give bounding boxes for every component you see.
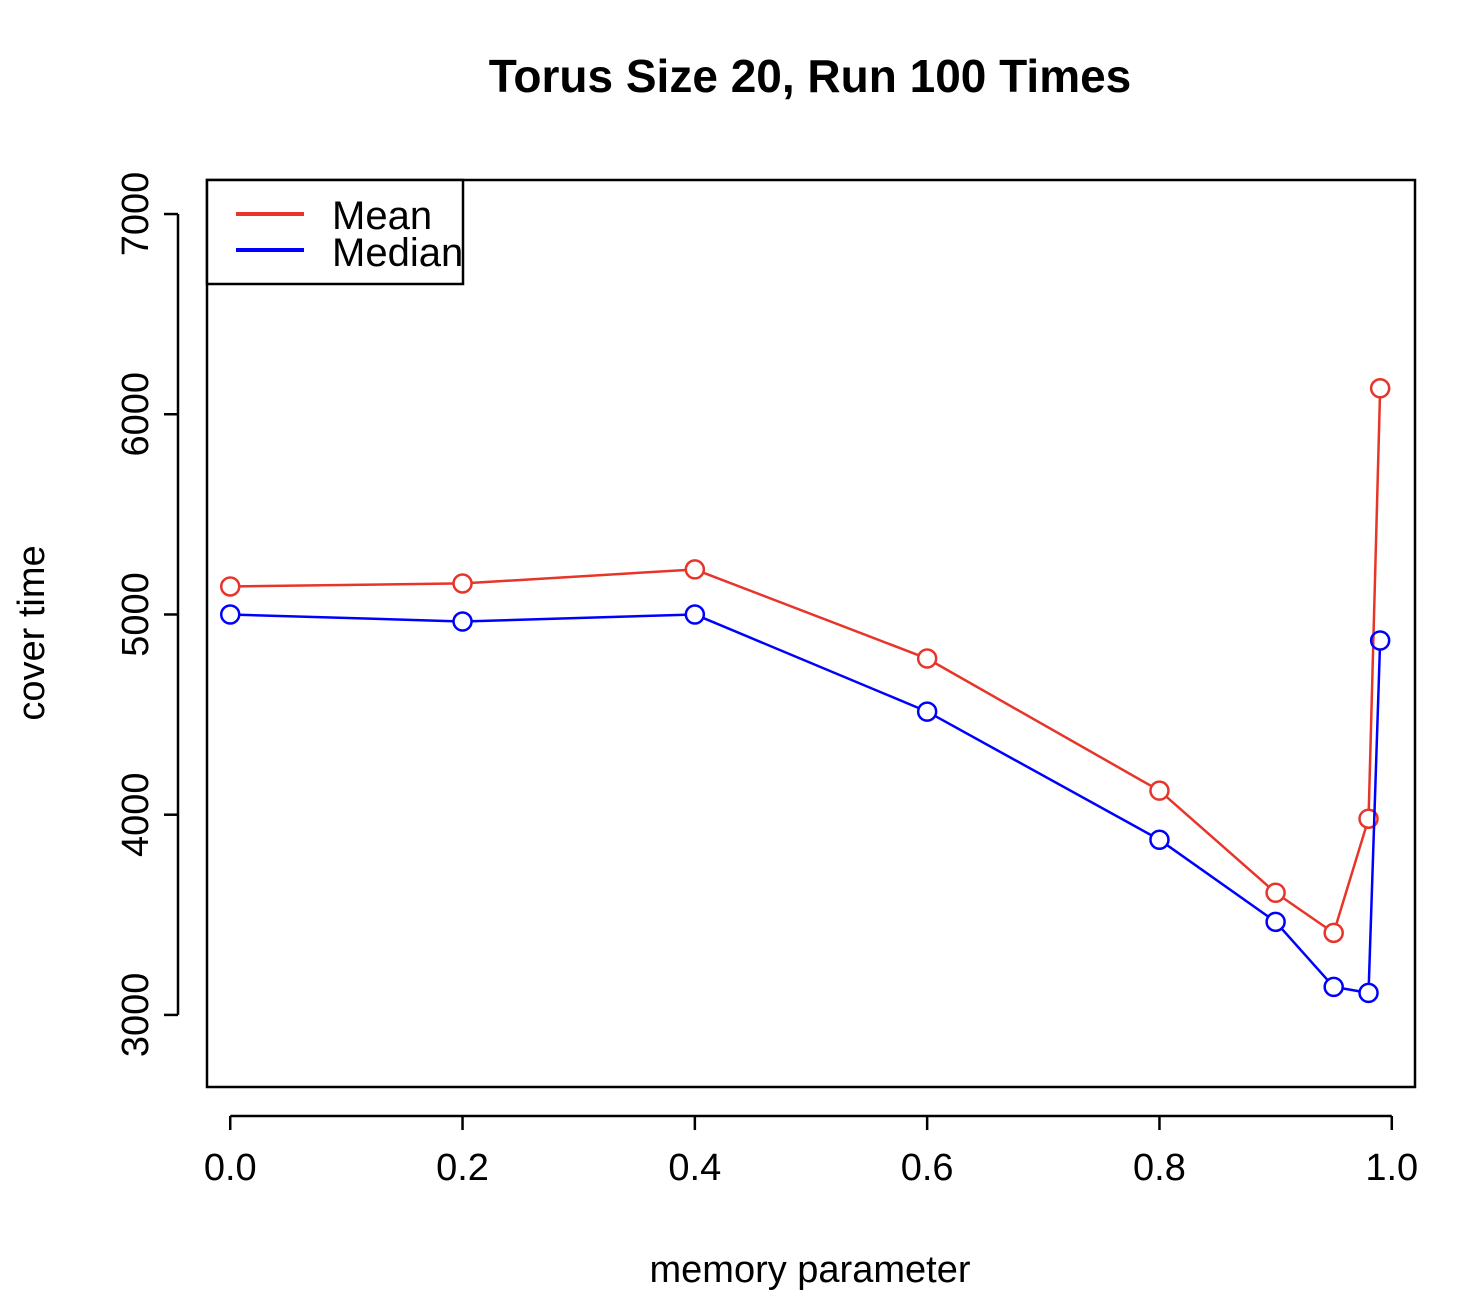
- data-point-median: [916, 701, 938, 722]
- y-tick-label: 6000: [115, 372, 157, 457]
- y-tick-label: 4000: [115, 772, 157, 857]
- data-point-median: [684, 604, 706, 625]
- data-point-mean: [684, 559, 706, 580]
- data-point-median: [219, 604, 241, 625]
- data-point-median: [1265, 911, 1286, 933]
- x-tick-label: 0.6: [901, 1147, 954, 1189]
- y-axis-label: cover time: [11, 545, 53, 720]
- x-tick-label: 1.0: [1365, 1147, 1418, 1189]
- line-segment-mean: [702, 571, 920, 657]
- data-point-mean: [219, 576, 241, 597]
- line-segment-mean: [1367, 397, 1382, 810]
- line-segment-mean: [1165, 795, 1270, 888]
- data-point-mean: [1149, 780, 1170, 801]
- y-axis: 3000 4000 5000 6000 7000: [115, 172, 180, 1058]
- line-segment-mean: [1335, 826, 1368, 925]
- line-segment-median: [1342, 987, 1360, 993]
- line-segment-mean: [471, 568, 686, 585]
- data-point-mean: [1358, 808, 1379, 829]
- legend: Mean Median: [205, 178, 465, 286]
- data-point-mean: [1323, 922, 1344, 944]
- data-point-mean: [1265, 882, 1286, 904]
- line-segment-mean: [934, 661, 1153, 788]
- legend-box: [205, 178, 465, 286]
- x-axis-label: memory parameter: [650, 1249, 971, 1291]
- legend-mean-label: Mean: [332, 194, 432, 238]
- data-point-mean: [916, 648, 938, 669]
- x-tick-label: 0.2: [436, 1147, 489, 1189]
- line-segment-median: [702, 616, 920, 710]
- series-mean: [219, 377, 1391, 944]
- line-segment-median: [934, 714, 1153, 837]
- x-tick-label: 0.0: [204, 1147, 257, 1189]
- legend-median-label: Median: [332, 231, 463, 275]
- series-layer: [219, 377, 1391, 1004]
- line-segment-median: [1367, 649, 1382, 984]
- data-point-median: [1369, 630, 1391, 651]
- line-segment-median: [471, 613, 686, 623]
- x-tick-label: 0.4: [668, 1147, 721, 1189]
- y-tick-label: 3000: [115, 973, 157, 1058]
- line-segment-mean: [1282, 896, 1327, 929]
- data-point-mean: [1369, 377, 1391, 399]
- x-axis: 0.0 0.2 0.4 0.6 0.8 1.0: [204, 1114, 1418, 1189]
- series-median: [219, 604, 1391, 1004]
- data-point-median: [452, 611, 473, 632]
- line-segment-mean: [239, 582, 454, 588]
- chart-title: Torus Size 20, Run 100 Times: [489, 50, 1132, 102]
- y-tick-label: 5000: [115, 572, 157, 657]
- data-point-median: [1149, 829, 1170, 850]
- plot-frame: [205, 178, 1417, 1089]
- line-segment-median: [239, 613, 454, 623]
- data-point-mean: [452, 573, 473, 594]
- line-segment-median: [1166, 843, 1269, 918]
- data-point-median: [1323, 976, 1344, 998]
- y-tick-label: 7000: [115, 172, 157, 257]
- x-tick-label: 0.8: [1133, 1147, 1186, 1189]
- line-segment-median: [1280, 927, 1329, 982]
- data-point-median: [1358, 982, 1379, 1004]
